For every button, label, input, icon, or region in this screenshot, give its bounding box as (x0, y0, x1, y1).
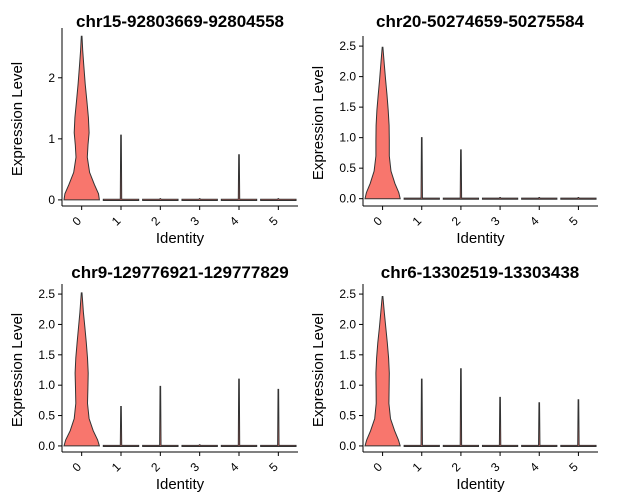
y-tick-label: 2 (48, 71, 55, 85)
panel-title: chr9-129776921-129777829 (71, 263, 288, 282)
violin-5 (260, 198, 297, 201)
violin-5 (560, 399, 597, 448)
y-tick-label: 2.0 (38, 317, 55, 331)
y-tick-label: 2.5 (339, 39, 356, 53)
violin-2 (442, 149, 480, 200)
x-tick-label: 2 (148, 214, 163, 229)
x-tick-label: 0 (70, 460, 85, 475)
y-tick-label: 1 (48, 132, 55, 146)
x-tick-label: 0 (70, 214, 85, 229)
y-axis-title: Expression Level (9, 62, 26, 176)
y-tick-label: 0.0 (38, 439, 55, 453)
violin-2 (442, 368, 480, 448)
y-tick-label: 0.5 (339, 161, 356, 175)
x-tick-label: 1 (109, 460, 124, 475)
y-tick-label: 2.0 (339, 317, 356, 331)
x-tick-label: 5 (266, 214, 281, 229)
violin-panel-3: chr6-13302519-13303438 0.0 0.5 1.0 1.5 2.0 2.5… (310, 263, 598, 493)
y-tick-label: 1.0 (339, 378, 356, 392)
violin-4 (521, 196, 558, 200)
violin-1 (102, 405, 140, 448)
y-tick-label: 0.5 (38, 409, 55, 423)
x-tick-label: 1 (410, 460, 425, 475)
violin-4 (220, 378, 258, 448)
y-tick-label: 2.0 (339, 70, 356, 84)
x-axis-title: Identity (156, 230, 205, 247)
violin-3 (181, 444, 218, 448)
violin-3 (481, 196, 519, 200)
x-tick-label: 5 (266, 460, 281, 475)
x-axis-title: Identity (456, 476, 505, 493)
violin-panel-0: chr15-92803669-92804558 0 1 2 0 1 2 3 4 5 Identity… (9, 12, 298, 247)
violin-1 (403, 378, 440, 448)
x-tick-label: 1 (410, 214, 425, 229)
panel-title: chr15-92803669-92804558 (76, 12, 284, 31)
y-tick-label: 1.5 (38, 348, 55, 362)
x-axis-title: Identity (456, 230, 505, 247)
y-axis-title: Expression Level (310, 313, 327, 427)
x-tick-label: 1 (109, 214, 124, 229)
violin-panel-1: chr20-50274659-50275584 0.0 0.5 1.0 1.5 2.0 2.… (310, 12, 598, 247)
y-tick-label: 0.5 (339, 409, 356, 423)
x-tick-label: 4 (527, 460, 542, 475)
y-tick-label: 1.5 (339, 348, 356, 362)
violin-4 (220, 154, 258, 201)
x-tick-label: 2 (148, 460, 163, 475)
x-tick-label: 3 (488, 214, 503, 229)
x-tick-label: 2 (449, 460, 464, 475)
x-tick-label: 2 (449, 214, 464, 229)
y-tick-label: 2.5 (38, 287, 55, 301)
panel-title: chr20-50274659-50275584 (376, 12, 585, 31)
y-tick-label: 0.0 (339, 192, 356, 206)
x-tick-label: 4 (527, 214, 542, 229)
x-tick-label: 5 (566, 460, 581, 475)
violin-1 (403, 137, 440, 200)
violin-2 (142, 198, 179, 201)
violin-0 (364, 296, 401, 447)
violin-5 (260, 388, 297, 448)
x-axis-title: Identity (156, 476, 205, 493)
x-tick-label: 3 (188, 214, 203, 229)
violin-0 (63, 35, 100, 201)
y-tick-label: 0.0 (339, 439, 356, 453)
x-tick-label: 0 (370, 460, 385, 475)
y-axis-title: Expression Level (9, 313, 26, 427)
violin-3 (481, 396, 519, 448)
x-tick-label: 4 (227, 460, 242, 475)
x-tick-label: 3 (188, 460, 203, 475)
violin-5 (560, 196, 597, 200)
violin-panel-2: chr9-129776921-129777829 0.0 0.5 1.0 1.5 2.0 2… (9, 263, 298, 493)
violin-0 (63, 292, 101, 447)
y-axis-title: Expression Level (310, 66, 327, 180)
x-tick-label: 0 (370, 214, 385, 229)
y-tick-label: 0 (48, 193, 55, 207)
y-tick-label: 1.0 (38, 378, 55, 392)
violin-1 (102, 134, 140, 201)
violin-2 (142, 385, 179, 448)
violin-3 (181, 198, 218, 201)
x-tick-label: 5 (566, 214, 581, 229)
y-tick-label: 2.5 (339, 287, 356, 301)
panel-title: chr6-13302519-13303438 (381, 263, 580, 282)
x-tick-label: 4 (227, 214, 242, 229)
y-tick-label: 1.5 (339, 100, 356, 114)
violin-4 (521, 402, 558, 448)
y-tick-label: 1.0 (339, 131, 356, 145)
x-tick-label: 3 (488, 460, 503, 475)
violin-0 (364, 46, 401, 200)
